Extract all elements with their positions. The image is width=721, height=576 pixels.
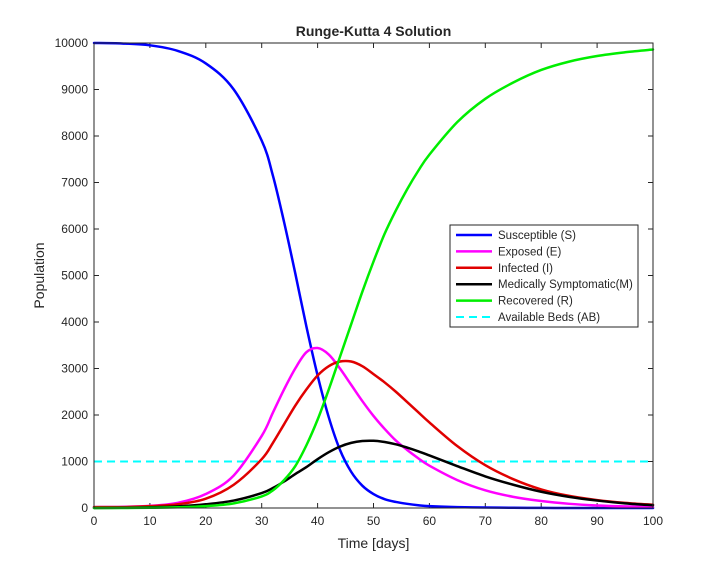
series-line-exposed-e (92, 346, 655, 509)
y-tick-label: 3000 (61, 362, 88, 376)
y-axis-label: Population (31, 242, 47, 308)
legend-box (449, 224, 639, 328)
x-tick-label: 60 (423, 514, 437, 528)
x-tick-label: 70 (479, 514, 493, 528)
x-tick-label: 90 (590, 514, 604, 528)
legend: Susceptible (S) Exposed (E) Infected (I) Me… (449, 224, 639, 328)
y-tick-label: 1000 (61, 455, 88, 469)
y-tick-label: 2000 (61, 408, 88, 422)
series-line-medically-symptomatic-m (92, 439, 655, 510)
legend-label: Recovered (R) (498, 296, 573, 308)
x-axis-label: Time [days] (338, 535, 410, 551)
series-line-infected-i (92, 359, 655, 509)
legend-label: Medically Symptomatic(M) (498, 279, 633, 291)
axes-box (93, 42, 654, 509)
y-tick-label: 6000 (61, 222, 88, 236)
x-tick-label: 30 (255, 514, 269, 528)
legend-label: Infected (I) (498, 263, 553, 275)
y-tick-label: 7000 (61, 176, 88, 190)
y-tick-label: 0 (81, 501, 88, 515)
x-tick-label: 100 (643, 514, 663, 528)
ticks-layer: 0 10 20 30 40 50 60 70 80 90 100010002000300040005… (55, 36, 664, 528)
legend-label: Available Beds (AB) (498, 312, 600, 324)
y-tick-label: 10000 (55, 36, 89, 50)
y-tick-label: 4000 (61, 315, 88, 329)
legend-label: Exposed (E) (498, 246, 561, 258)
x-tick-label: 40 (311, 514, 325, 528)
x-tick-label: 20 (199, 514, 213, 528)
chart-title: Runge-Kutta 4 Solution (296, 23, 452, 39)
y-tick-label: 8000 (61, 129, 88, 143)
x-tick-label: 50 (367, 514, 381, 528)
series-line-recovered-r (92, 48, 655, 510)
legend-label: Susceptible (S) (498, 230, 576, 242)
y-tick-label: 5000 (61, 269, 88, 283)
x-tick-label: 10 (143, 514, 157, 528)
y-tick-label: 9000 (61, 83, 88, 97)
x-tick-label: 0 (91, 514, 98, 528)
x-tick-label: 80 (535, 514, 549, 528)
